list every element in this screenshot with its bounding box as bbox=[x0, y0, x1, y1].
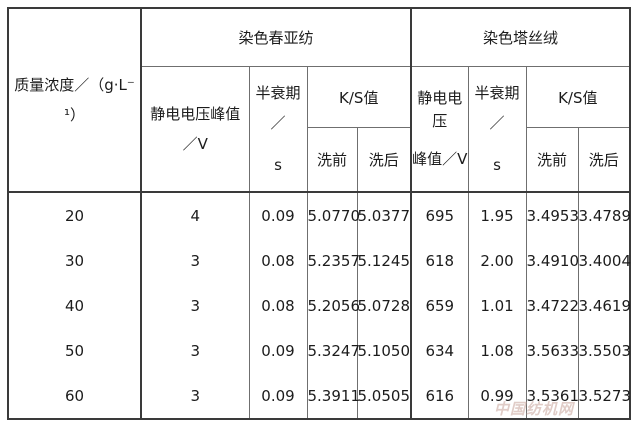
header-voltage-peak-g1-line1: 静电电压峰值 bbox=[150, 105, 241, 123]
cell-concentration: 60 bbox=[7, 373, 142, 419]
header-sub-row-1: 静电电压峰值 ／V 半衰期 ／ s K/S值 静电电 压 峰值／V 半衰期 ／ … bbox=[8, 66, 631, 193]
cell-ks-before-g2: 3.4722 bbox=[525, 283, 579, 328]
cell-voltage-g2: 659 bbox=[410, 283, 469, 328]
header-mass-concentration-line1: 质量浓度／（g·L⁻ bbox=[14, 76, 135, 94]
cell-halflife-g1: 0.09 bbox=[248, 192, 308, 238]
cell-voltage-g2: 616 bbox=[410, 373, 469, 419]
header-halflife-g1-line3: s bbox=[274, 156, 282, 174]
header-voltage-peak-g2-line1: 静电电 bbox=[417, 89, 463, 107]
cell-concentration: 30 bbox=[7, 238, 142, 283]
cell-ks-before-g1: 5.2357 bbox=[306, 238, 360, 283]
header-halflife-g2-line1: 半衰期 bbox=[474, 84, 520, 102]
cell-halflife-g2: 0.99 bbox=[467, 373, 527, 419]
header-voltage-peak-g1-line2: ／V bbox=[182, 135, 208, 153]
cell-voltage-g2: 618 bbox=[410, 238, 469, 283]
cell-halflife-g1: 0.09 bbox=[248, 328, 308, 373]
header-ks-g2: K/S值 bbox=[525, 66, 631, 128]
cell-voltage-g1: 4 bbox=[140, 192, 250, 238]
cell-ks-after-g2: 3.5503 bbox=[577, 328, 631, 373]
cell-voltage-g1: 3 bbox=[140, 238, 250, 283]
cell-ks-before-g2: 3.4953 bbox=[525, 192, 579, 238]
cell-ks-before-g2: 3.5633 bbox=[525, 328, 579, 373]
header-wash-before-g1: 洗前 bbox=[306, 127, 358, 193]
cell-ks-before-g2: 3.5361 bbox=[525, 373, 579, 419]
table-row: 30 3 0.08 5.2357 5.1245 618 2.00 3.4910 … bbox=[7, 238, 631, 283]
header-group-row: 质量浓度／（g·L⁻ ¹） 染色春亚纺 染色塔丝绒 bbox=[7, 7, 631, 193]
header-mass-concentration: 质量浓度／（g·L⁻ ¹） bbox=[7, 7, 142, 193]
cell-halflife-g2: 1.08 bbox=[467, 328, 527, 373]
header-voltage-peak-g2-line2: 压 bbox=[432, 112, 448, 130]
cell-voltage-g2: 695 bbox=[410, 192, 469, 238]
cell-ks-after-g2: 3.4004 bbox=[577, 238, 631, 283]
table-row: 60 3 0.09 5.3911 5.0505 616 0.99 3.5361 … bbox=[7, 373, 631, 419]
cell-concentration: 20 bbox=[7, 192, 142, 238]
cell-voltage-g1: 3 bbox=[140, 373, 250, 419]
header-halflife-g1-line2: ／ bbox=[270, 114, 286, 132]
cell-halflife-g2: 1.01 bbox=[467, 283, 527, 328]
header-halflife-g2-line2: ／ bbox=[489, 114, 505, 132]
cell-ks-after-g2: 3.4789 bbox=[577, 192, 631, 238]
cell-ks-before-g2: 3.4910 bbox=[525, 238, 579, 283]
cell-ks-before-g1: 5.3247 bbox=[306, 328, 360, 373]
header-group-chunyafang: 染色春亚纺 bbox=[140, 7, 413, 67]
cell-ks-after-g1: 5.1245 bbox=[356, 238, 413, 283]
cell-ks-after-g1: 5.0377 bbox=[356, 192, 413, 238]
cell-voltage-g1: 3 bbox=[140, 328, 250, 373]
header-voltage-peak-g2-line3: 峰值／V bbox=[412, 150, 468, 168]
cell-ks-after-g1: 5.0728 bbox=[356, 283, 413, 328]
header-halflife-g2-line3: s bbox=[493, 156, 501, 174]
header-sub-row-2: 洗前 洗后 洗前 洗后 bbox=[8, 127, 631, 193]
header-halflife-g2: 半衰期 ／ s bbox=[467, 66, 527, 193]
table-row: 50 3 0.09 5.3247 5.1050 634 1.08 3.5633 … bbox=[7, 328, 631, 373]
header-wash-after-g1: 洗后 bbox=[356, 127, 413, 193]
cell-halflife-g1: 0.08 bbox=[248, 238, 308, 283]
cell-halflife-g1: 0.08 bbox=[248, 283, 308, 328]
cell-ks-after-g2: 3.4619 bbox=[577, 283, 631, 328]
cell-ks-before-g1: 5.0770 bbox=[306, 192, 360, 238]
cell-ks-after-g2: 3.5273 bbox=[577, 373, 631, 419]
cell-halflife-g1: 0.09 bbox=[248, 373, 308, 419]
dyeing-results-table: 质量浓度／（g·L⁻ ¹） 染色春亚纺 染色塔丝绒 静电电压峰值 ／V 半衰期 … bbox=[7, 7, 632, 420]
cell-concentration: 40 bbox=[7, 283, 142, 328]
cell-ks-before-g1: 5.3911 bbox=[306, 373, 360, 419]
header-halflife-g1: 半衰期 ／ s bbox=[248, 66, 308, 193]
cell-voltage-g1: 3 bbox=[140, 283, 250, 328]
cell-ks-after-g1: 5.1050 bbox=[356, 328, 413, 373]
header-wash-before-g2: 洗前 bbox=[525, 127, 579, 193]
cell-ks-before-g1: 5.2056 bbox=[306, 283, 360, 328]
table-row: 40 3 0.08 5.2056 5.0728 659 1.01 3.4722 … bbox=[7, 283, 631, 328]
header-ks-g1: K/S值 bbox=[306, 66, 413, 128]
cell-halflife-g2: 1.95 bbox=[467, 192, 527, 238]
table-row: 20 4 0.09 5.0770 5.0377 695 1.95 3.4953 … bbox=[7, 192, 631, 238]
cell-voltage-g2: 634 bbox=[410, 328, 469, 373]
header-voltage-peak-g1: 静电电压峰值 ／V bbox=[140, 66, 250, 193]
cell-halflife-g2: 2.00 bbox=[467, 238, 527, 283]
header-wash-after-g2: 洗后 bbox=[577, 127, 631, 193]
cell-concentration: 50 bbox=[7, 328, 142, 373]
cell-ks-after-g1: 5.0505 bbox=[356, 373, 413, 419]
header-mass-concentration-line2: ¹） bbox=[63, 106, 85, 124]
header-voltage-peak-g2: 静电电 压 峰值／V bbox=[410, 66, 469, 193]
header-halflife-g1-line1: 半衰期 bbox=[255, 84, 301, 102]
header-group-tasirong: 染色塔丝绒 bbox=[410, 7, 631, 67]
